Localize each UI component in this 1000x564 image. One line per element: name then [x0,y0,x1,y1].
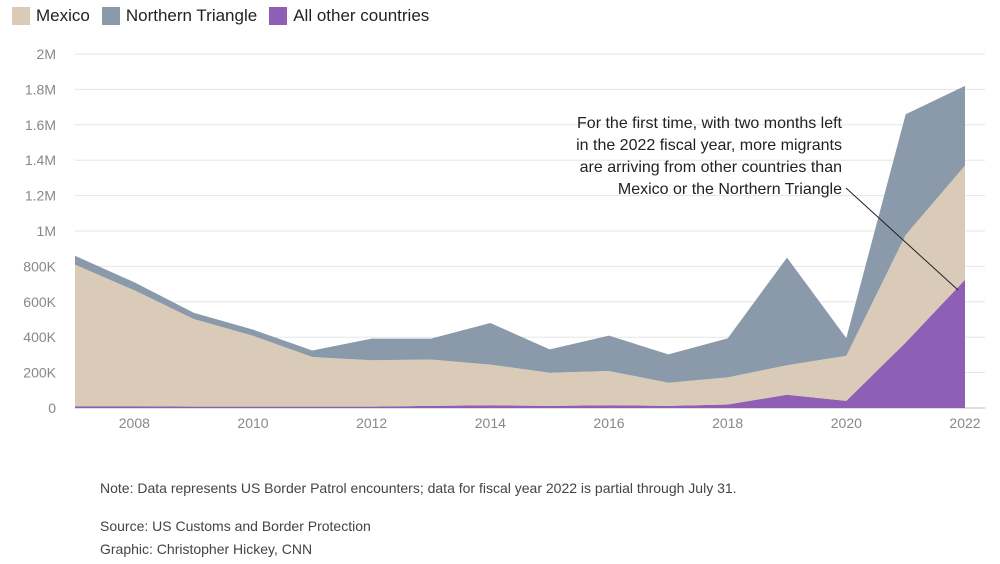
x-tick-label: 2010 [237,415,268,431]
annotation-line: are arriving from other countries than [580,159,842,176]
footer-note: Note: Data represents US Border Patrol e… [100,480,737,496]
legend-item-other-countries: All other countries [269,6,429,26]
y-tick-label: 1.4M [25,152,56,168]
annotation-line: Mexico or the Northern Triangle [618,181,842,198]
y-tick-label: 2M [37,46,56,62]
legend-label-other-countries: All other countries [293,6,430,25]
legend: Mexico Northern Triangle All other count… [12,6,429,26]
x-tick-label: 2020 [831,415,862,431]
y-axis-ticks: 0 200K 400K 600K 800K 1M 1.2M 1.4M 1.6M 1.8M 2M [23,46,56,416]
annotation: For the first time, with two months left… [576,115,959,291]
x-tick-label: 2008 [119,415,150,431]
legend-item-mexico: Mexico [12,6,90,26]
y-tick-label: 600K [23,294,56,310]
legend-swatch-mexico [12,7,30,25]
stacked-area-chart: 0 200K 400K 600K 800K 1M 1.2M 1.4M 1.6M 1.8M 2M 20… [23,46,985,431]
annotation-pointer [845,187,959,291]
y-tick-label: 1.2M [25,188,56,204]
legend-item-northern-triangle: Northern Triangle [101,6,258,26]
footer-source: Source: US Customs and Border Protection [100,518,371,534]
legend-label-mexico: Mexico [36,6,90,25]
area-all-other-countries [75,279,965,408]
y-tick-label: 1.8M [25,81,56,97]
x-axis-ticks: 2008 2010 2012 2014 2016 2018 2020 2022 [119,415,981,431]
annotation-line: For the first time, with two months left [577,115,843,132]
legend-swatch-northern-triangle [101,7,120,25]
y-tick-label: 400K [23,329,56,345]
x-tick-label: 2022 [949,415,980,431]
x-tick-label: 2016 [593,415,624,431]
y-tick-label: 0 [48,400,56,416]
x-tick-label: 2012 [356,415,387,431]
area-mexico [75,165,965,407]
x-tick-label: 2014 [475,415,506,431]
legend-swatch-other-countries [269,7,288,25]
y-tick-label: 200K [23,365,56,381]
y-tick-label: 800K [23,258,56,274]
x-tick-label: 2018 [712,415,743,431]
y-tick-label: 1.6M [25,117,56,133]
annotation-line: in the 2022 fiscal year, more migrants [576,137,842,154]
y-tick-label: 1M [37,223,56,239]
legend-label-northern-triangle: Northern Triangle [125,6,258,25]
footer-graphic: Graphic: Christopher Hickey, CNN [100,541,313,557]
chart-areas [75,85,965,408]
